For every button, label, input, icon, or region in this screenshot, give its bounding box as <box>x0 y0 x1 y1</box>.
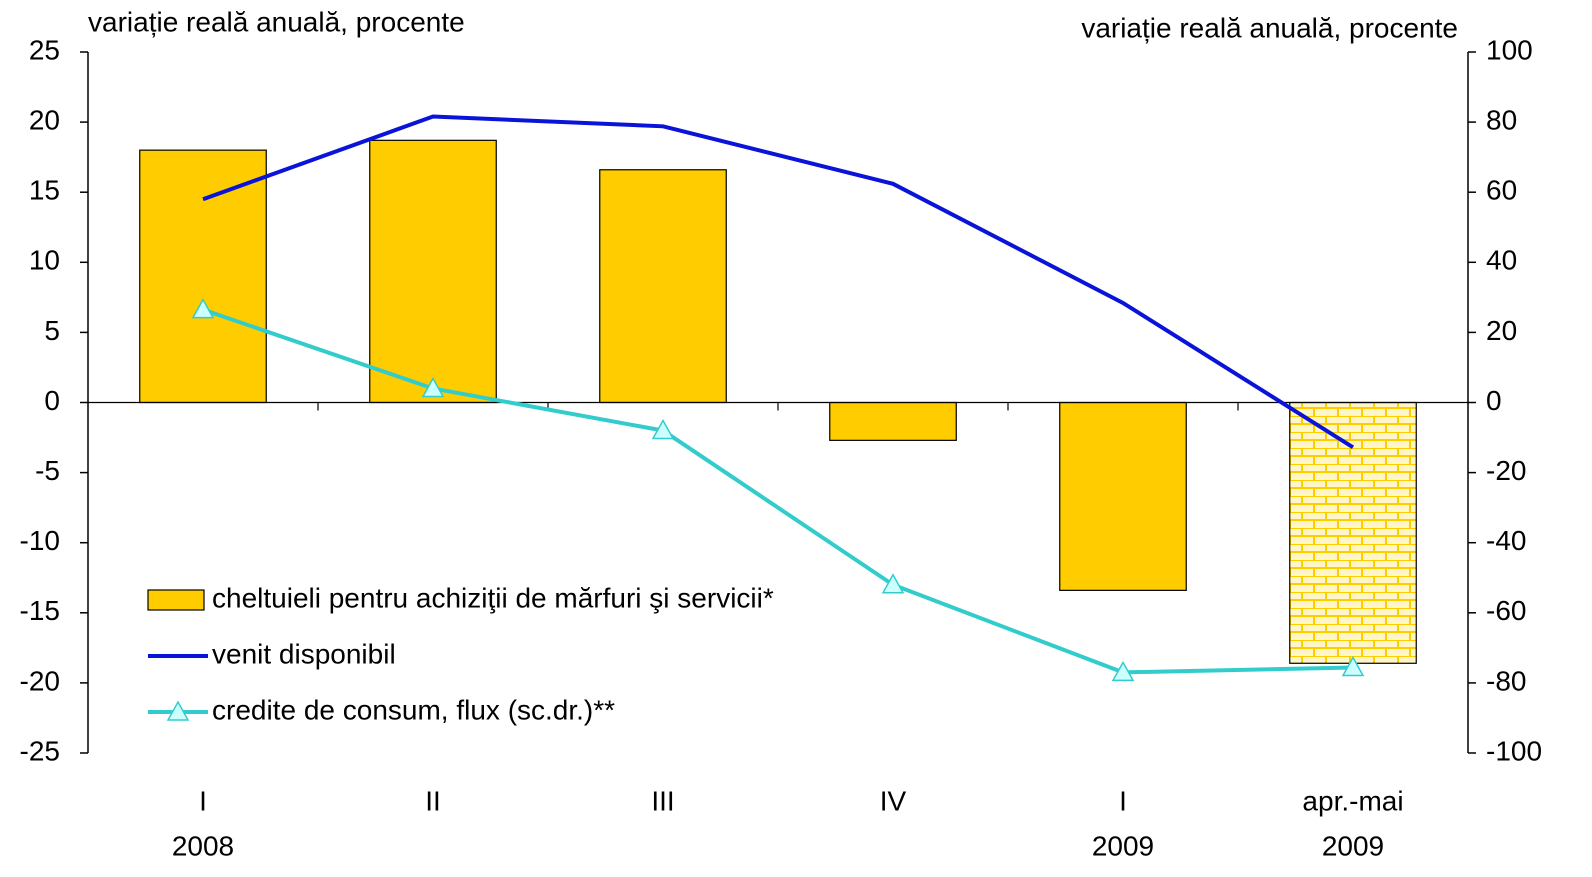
y-tick-label: 15 <box>29 175 60 206</box>
marker <box>1111 660 1135 682</box>
y2-tick-label: 40 <box>1486 245 1517 276</box>
y-tick-label: -10 <box>20 525 60 556</box>
x-tick-label: III <box>651 785 674 816</box>
bar <box>599 169 727 404</box>
y-tick-label: 5 <box>44 315 60 346</box>
y2-tick-label: 20 <box>1486 315 1517 346</box>
y2-tick-label: -100 <box>1486 735 1542 766</box>
bar <box>139 149 267 404</box>
x-tick-label: I <box>199 785 207 816</box>
line <box>202 114 1355 450</box>
y2-tick-label: -60 <box>1486 595 1526 626</box>
y-tick-label: -15 <box>20 595 60 626</box>
y-tick-label: 10 <box>29 245 60 276</box>
bar <box>1059 401 1187 591</box>
legend-label: venit disponibil <box>212 638 396 669</box>
y-tick-label: -25 <box>20 735 60 766</box>
marker <box>191 298 215 319</box>
line <box>202 307 1354 675</box>
y2-tick-label: 80 <box>1486 104 1517 135</box>
legend-label: cheltuieli pentru achiziţii de mărfuri ş… <box>212 582 774 613</box>
bar <box>1289 401 1417 664</box>
legend-label: credite de consum, flux (sc.dr.)** <box>212 694 615 725</box>
marker <box>1341 655 1365 677</box>
x-tick-label: I <box>1119 785 1127 816</box>
y-tick-label: -5 <box>35 455 60 486</box>
y-tick-label: 25 <box>29 34 60 65</box>
bar <box>369 139 497 404</box>
y2-tick-label: -80 <box>1486 665 1526 696</box>
marker <box>651 418 675 440</box>
y-axis-label: variație reală anuală, procente <box>88 6 465 37</box>
y2-tick-label: -40 <box>1486 525 1526 556</box>
legend-marker <box>166 700 190 721</box>
y-tick-label: 20 <box>29 104 60 135</box>
x-tick-label: IV <box>880 785 907 816</box>
x-year-label: 2008 <box>172 830 234 861</box>
y2-tick-label: -20 <box>1486 455 1526 486</box>
marker <box>881 573 905 594</box>
y-tick-label: -20 <box>20 665 60 696</box>
x-tick-label: apr.-mai <box>1302 785 1403 816</box>
marker <box>421 376 445 398</box>
y2-axis-label: variație reală anuală, procente <box>1081 12 1458 43</box>
y2-tick-label: 60 <box>1486 175 1517 206</box>
y2-tick-label: 0 <box>1486 385 1502 416</box>
x-tick-label: II <box>425 785 441 816</box>
x-year-label: 2009 <box>1092 830 1154 861</box>
y-tick-label: 0 <box>44 385 60 416</box>
x-year-label: 2009 <box>1322 830 1384 861</box>
legend-swatch <box>147 589 205 611</box>
y2-tick-label: 100 <box>1486 34 1533 65</box>
bar <box>829 401 957 441</box>
